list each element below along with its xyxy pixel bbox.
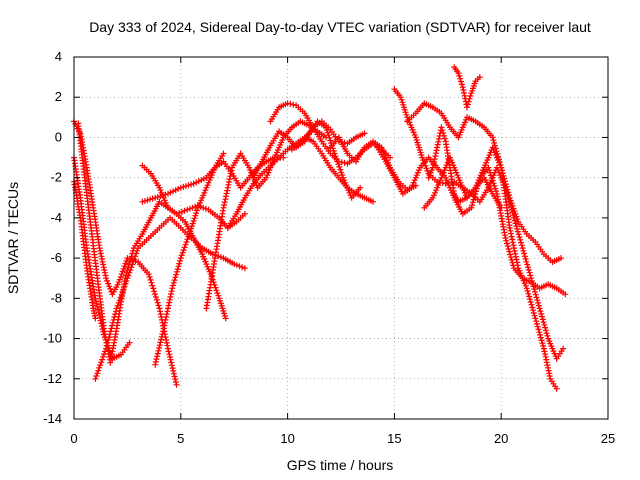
y-tick-label: -4 [50,210,62,225]
series-markers [421,144,560,392]
x-tick-label: 10 [280,431,294,446]
y-tick-label: 2 [55,89,62,104]
series-markers [404,100,564,266]
series-track-e [92,214,248,382]
series-markers [203,118,329,312]
series-markers [327,134,419,193]
series-track-p [451,64,483,111]
series-markers [139,162,248,231]
series-track-r [421,144,560,392]
y-tick-label: 0 [55,129,62,144]
series-markers [451,64,483,111]
y-tick-label: -10 [43,331,62,346]
y-tick-label: -14 [43,411,62,426]
y-tick-label: 4 [55,49,62,64]
x-tick-label: 0 [70,431,77,446]
series-markers [92,214,248,382]
x-tick-label: 20 [494,431,508,446]
series-track-o [404,100,564,266]
x-tick-label: 25 [601,431,615,446]
y-axis-label: SDTVAR / TECUs [5,182,21,294]
x-tick-label: 15 [387,431,401,446]
series-track-f [139,162,248,231]
y-tick-label: -6 [50,250,62,265]
grid-lines [74,57,608,419]
series-track-i [203,118,329,312]
series-markers [288,118,364,201]
series-track-h [152,150,227,368]
y-tick-label: -8 [50,290,62,305]
x-tick-label: 5 [177,431,184,446]
y-tick-label: -12 [43,371,62,386]
chart-title: Day 333 of 2024, Sidereal Day-to-day VTE… [89,19,591,35]
series-markers [152,150,227,368]
y-tick-label: -2 [50,170,62,185]
series-track-t [327,134,419,193]
series-track-m [288,118,364,201]
axis-ticks: 0 5 10 15 20 25 -14 -12 -10 -8 -6 -4 -2 0 2 4 [43,49,615,446]
x-axis-label: GPS time / hours [287,457,394,473]
plot-frame [73,56,609,420]
series-markers [425,124,505,211]
series-track-s [425,124,505,211]
